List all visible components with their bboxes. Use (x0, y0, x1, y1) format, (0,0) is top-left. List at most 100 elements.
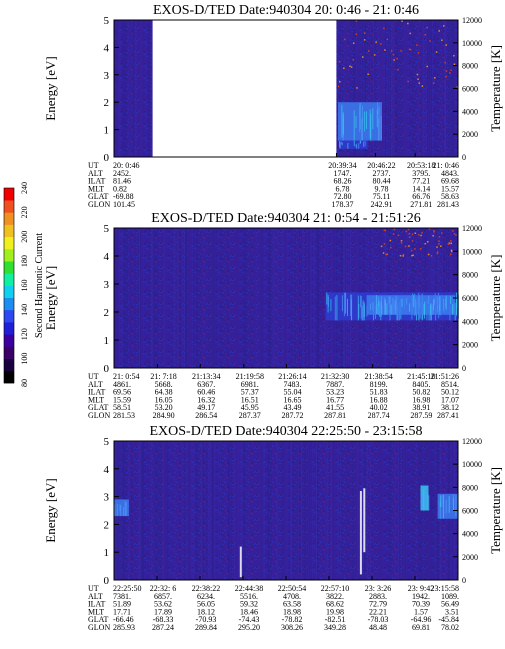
texture-streak (151, 228, 153, 368)
y2-axis-label: Temperature [K] (488, 467, 503, 554)
texture-streak (138, 228, 139, 368)
texture-streak (425, 20, 427, 157)
texture-streak (403, 441, 405, 580)
enhancement-streak (439, 495, 441, 508)
y-tick-label: 5 (104, 15, 110, 27)
enhancement-streak (353, 110, 355, 141)
texture-streak (272, 228, 274, 368)
texture-streak (351, 441, 353, 580)
texture-streak (142, 228, 144, 368)
texture-streak (132, 20, 134, 157)
texture-streak (445, 20, 447, 157)
hot-speckle (368, 50, 370, 52)
enhancement-streak (432, 304, 434, 315)
texture-streak (122, 20, 124, 157)
hot-speckle (409, 32, 411, 35)
table-cell: 18.12 (197, 607, 215, 616)
texture-streak (282, 441, 284, 580)
colorbar-cell (4, 200, 14, 213)
table-cell: 21: 0:54 (113, 372, 139, 381)
texture-streak (418, 441, 420, 580)
enhancement-streak (347, 298, 348, 316)
hot-speckle (418, 82, 420, 84)
enhancement-streak (124, 501, 126, 516)
texture-streak (305, 228, 307, 368)
table-row-label: GLON (88, 200, 110, 209)
enhancement-streak (423, 304, 425, 315)
texture-streak (216, 228, 218, 368)
texture-streak (137, 228, 139, 368)
table-cell: 21:45:10 (407, 372, 435, 381)
texture-streak (181, 441, 183, 580)
texture-streak (289, 441, 290, 580)
hot-speckle (420, 234, 422, 237)
table-cell: 287.37 (239, 411, 261, 420)
table-cell: 16.98 (412, 395, 430, 404)
colorbar-cell (4, 334, 14, 347)
texture-streak (217, 441, 219, 580)
texture-streak (383, 20, 385, 157)
texture-streak (275, 228, 277, 368)
hot-speckle (417, 78, 419, 80)
texture-streak (116, 228, 118, 368)
table-row-label: UT (88, 161, 99, 170)
table-cell: 21:51:26 (431, 372, 459, 381)
enhancement-streak (361, 119, 363, 141)
table-cell: 1942. (412, 592, 430, 601)
table-cell: 16.88 (370, 395, 388, 404)
texture-streak (125, 228, 127, 368)
hot-speckle (344, 38, 346, 41)
table-cell: 3.51 (445, 607, 459, 616)
y-tick-label: 3 (104, 70, 110, 82)
table-row-label: GLAT (88, 403, 109, 412)
hot-speckle (400, 242, 403, 244)
hot-speckle (436, 251, 439, 253)
texture-streak (218, 441, 220, 580)
enhancement-streak (381, 305, 383, 315)
hot-speckle (384, 229, 387, 232)
table-cell: 289.84 (195, 623, 217, 632)
hot-speckle (433, 230, 435, 232)
hot-speckle (451, 250, 453, 253)
texture-streak (185, 228, 186, 368)
texture-streak (185, 228, 187, 368)
texture-streak (145, 20, 147, 157)
texture-streak (139, 228, 141, 368)
hot-speckle (396, 57, 398, 60)
table-cell: 16.05 (155, 395, 173, 404)
enhancement-streak (445, 298, 446, 307)
texture-streak (208, 228, 210, 368)
enhancement-streak (351, 294, 353, 321)
texture-streak (307, 441, 309, 580)
enhancement-streak (418, 295, 420, 308)
colorbar-cell (4, 248, 14, 262)
y-tick-label: 1 (104, 125, 110, 137)
colorbar-label: Second Harmonic Current (34, 233, 45, 338)
table-cell: 77.21 (412, 177, 430, 186)
texture-streak (214, 228, 216, 368)
texture-streak (155, 441, 157, 580)
colorbar-cell (4, 358, 14, 372)
texture-streak (419, 441, 421, 580)
hot-speckle (407, 228, 410, 231)
enhancement-streak (361, 306, 363, 321)
hot-speckle (409, 48, 412, 51)
y2-tick-label: 0 (462, 364, 466, 373)
table-cell: 4843. (441, 169, 459, 178)
table-cell: 72.79 (369, 600, 387, 609)
texture-streak (404, 20, 406, 157)
y2-tick-label: 6000 (462, 85, 478, 94)
colorbar-tick-label: 200 (20, 231, 29, 243)
texture-streak (366, 441, 368, 580)
texture-streak (220, 441, 222, 580)
chart-panel-3: EXOS-D/TED Date:940304 22:25:50 - 23:15:… (43, 424, 503, 632)
table-cell: 60.46 (197, 388, 215, 397)
texture-streak (172, 441, 174, 580)
texture-streak (324, 441, 326, 580)
texture-streak (434, 441, 436, 580)
table-cell: 16.77 (326, 395, 344, 404)
texture-streak (150, 20, 152, 157)
hot-speckle (393, 59, 395, 61)
texture-streak (317, 228, 319, 368)
